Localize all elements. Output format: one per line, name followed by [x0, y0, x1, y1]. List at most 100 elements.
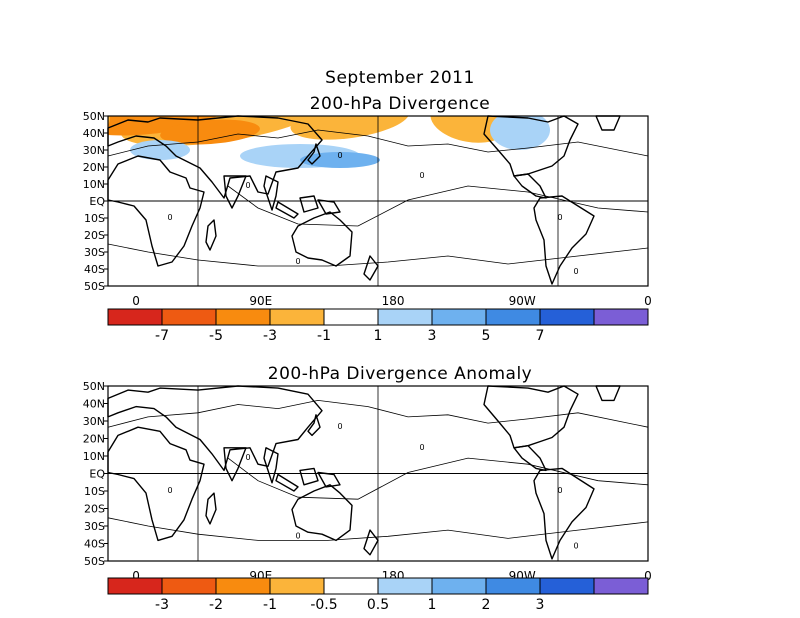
colorbar-label: 0.5 — [367, 597, 389, 613]
contour-shading — [350, 52, 470, 80]
colorbar-swatch — [539, 308, 595, 326]
contour-shading — [30, 110, 90, 138]
colorbar-swatch — [323, 577, 379, 595]
colorbar-label: 5 — [482, 328, 491, 344]
contour-shading — [210, 86, 290, 106]
zero-contour — [227, 457, 649, 500]
contour-shading — [320, 26, 360, 54]
colorbar-label: 3 — [536, 597, 545, 613]
contour-shading — [109, 0, 211, 30]
colorbar-swatch — [215, 308, 271, 326]
contour-label: 0 — [573, 267, 578, 276]
lat-tick-label: 30N — [83, 144, 105, 157]
contour-label: 0 — [245, 453, 250, 462]
lat-tick-label: 40S — [84, 263, 105, 276]
contour-shading — [470, 4, 530, 28]
contour-shading — [164, 26, 236, 74]
contour-shading — [390, 40, 450, 80]
panel-divergence: 0 0 0 0 0 0 0 50N 40N 30N 20N 10N EQ 10S 20S 30S 40S 50S 0… — [0, 0, 652, 308]
colorbar-label: -5 — [209, 328, 223, 344]
coastline — [307, 414, 321, 437]
panel2-title: 200-hPa Divergence Anomaly — [267, 364, 533, 384]
coastline — [533, 467, 595, 560]
contour-label: 0 — [337, 151, 342, 160]
lon-tick-label: 90W — [509, 294, 536, 308]
lat-tick-label: EQ — [89, 468, 105, 481]
coastline — [275, 473, 299, 492]
lat-tick-label: 20S — [84, 229, 105, 242]
panel-anomaly: 0 0 0 0 0 0 0 50N 40N 30N 20N 10N EQ 10S 20S 30S 40S 50S 0… — [0, 6, 652, 583]
lat-tick-label: 30N — [83, 415, 105, 428]
lat-tick-label: 40N — [83, 398, 105, 411]
contour-shading — [234, 74, 266, 90]
contour-shading — [10, 64, 50, 80]
colorbar-label: -3 — [155, 597, 169, 613]
lon-tick-label: 0 — [132, 294, 140, 308]
coastline — [291, 484, 353, 542]
contour-label: 0 — [419, 171, 424, 180]
contour-shading — [170, 40, 290, 92]
colorbar-swatch — [107, 308, 163, 326]
lat-tick-label: 20N — [83, 433, 105, 446]
colorbar-swatch — [215, 577, 271, 595]
colorbar-anomaly: -3 -2 -1 -0.5 0.5 1 2 3 — [107, 577, 649, 613]
contour-shading — [100, 66, 180, 94]
contour-shading — [430, 116, 510, 143]
contour-label: 0 — [337, 422, 342, 431]
colorbar-swatch — [485, 577, 541, 595]
colorbar-label: 3 — [428, 328, 437, 344]
lat-tick-label: 50N — [83, 380, 105, 393]
coastline — [275, 201, 299, 219]
colorbar-label: -2 — [209, 597, 223, 613]
coastline — [299, 467, 319, 486]
contour-label: 0 — [557, 213, 562, 222]
colorbar-swatch — [431, 577, 487, 595]
colorbar-swatch — [269, 577, 325, 595]
colorbar-label: -7 — [155, 328, 169, 344]
lat-tick-label: 50S — [84, 555, 105, 568]
contour-shading — [0, 58, 80, 82]
colorbar-label: -0.5 — [310, 597, 337, 613]
colorbar-swatch — [377, 308, 433, 326]
contour-shading — [290, 116, 410, 140]
contour-shading — [490, 116, 550, 150]
contour-shading — [110, 6, 190, 38]
colorbar-swatch — [431, 308, 487, 326]
contour-shading — [0, 128, 40, 152]
coastline — [299, 195, 319, 213]
colorbar-swatch — [161, 308, 217, 326]
colorbar-swatch — [593, 577, 649, 595]
colorbar-swatch — [323, 308, 379, 326]
colorbar-swatch — [107, 577, 163, 595]
colorbar-swatch — [539, 577, 595, 595]
contour-shading — [450, 66, 510, 114]
contour-shading — [270, 0, 330, 20]
zero-contour — [107, 243, 649, 267]
contour-shading — [440, 46, 500, 74]
lon-tick-label: 180 — [382, 294, 405, 308]
lat-tick-label: 10N — [83, 450, 105, 463]
lat-tick-label: EQ — [89, 195, 105, 208]
contour-shading — [32, 14, 108, 34]
lat-tick-label: 50S — [84, 280, 105, 293]
colorbar-label: 2 — [482, 597, 491, 613]
contour-shading — [240, 10, 280, 30]
contour-shading — [30, 12, 90, 48]
coastline — [263, 175, 279, 211]
contour-label: 0 — [573, 542, 578, 551]
lon-tick-label: 0 — [644, 569, 652, 583]
contour-label: 0 — [245, 181, 250, 190]
colorbar-swatch — [269, 308, 325, 326]
contour-shading — [222, 14, 278, 46]
lat-tick-label: 40N — [83, 127, 105, 140]
month-title: September 2011 — [325, 68, 475, 88]
contour-label: 0 — [295, 257, 300, 266]
contour-shading — [360, 0, 440, 20]
lat-tick-label: 30S — [84, 246, 105, 259]
colorbar-label: -1 — [263, 597, 277, 613]
contour-label: 0 — [557, 486, 562, 495]
colorbar-divergence: -7 -5 -3 -1 1 3 5 7 — [107, 308, 649, 344]
colorbar-label: 1 — [428, 597, 437, 613]
panel1-title: 200-hPa Divergence — [309, 94, 491, 114]
